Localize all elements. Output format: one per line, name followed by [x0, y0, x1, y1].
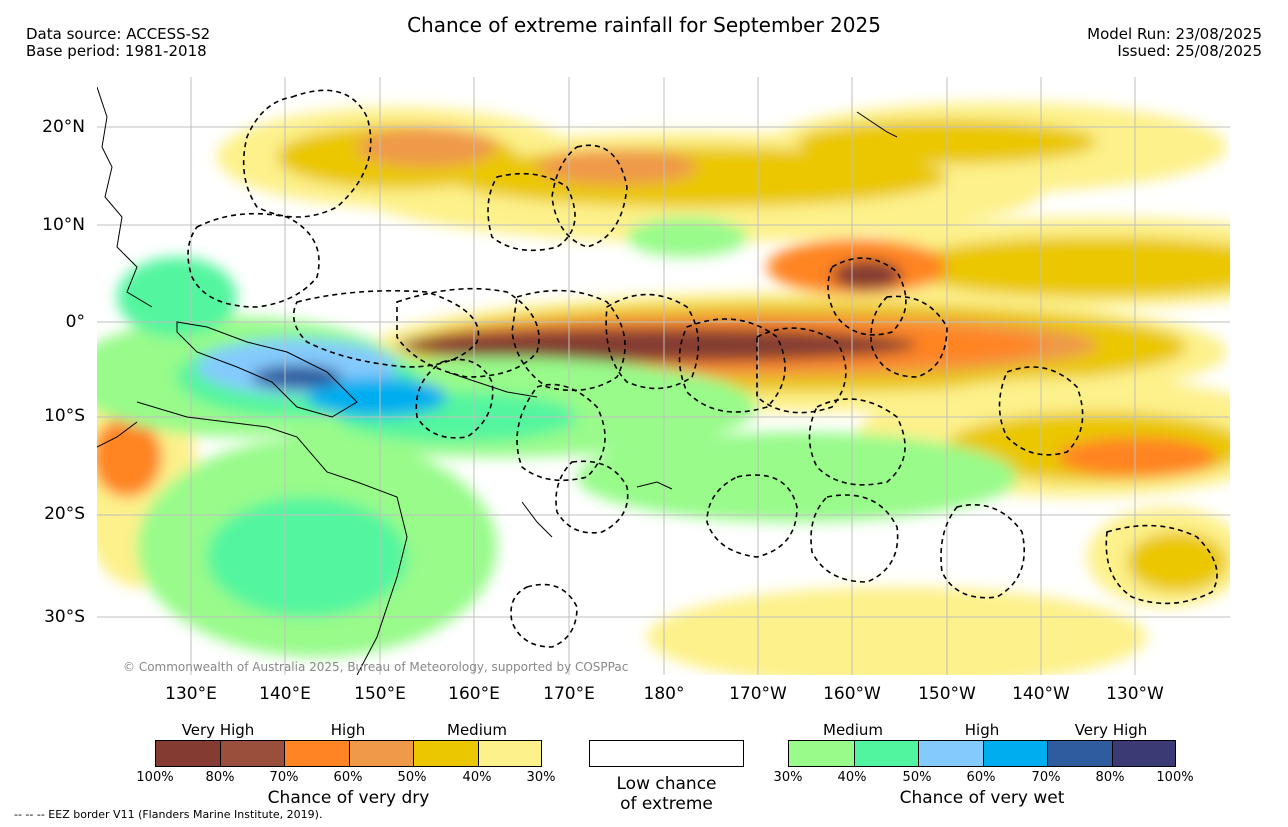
- lon-label-130w: 130°W: [1106, 684, 1164, 704]
- wet-swatch-3: [918, 741, 983, 766]
- dry-tick-30: 30%: [526, 770, 556, 785]
- wet-tick-30: 30%: [773, 770, 803, 785]
- lon-label-140e: 140°E: [259, 684, 311, 704]
- dry-tick-50: 50%: [397, 770, 427, 785]
- low-chance-caption: Low chance of extreme: [589, 774, 744, 814]
- lon-label-170w: 170°W: [729, 684, 787, 704]
- wet-tick-50: 50%: [902, 770, 932, 785]
- dry-tick-40: 40%: [462, 770, 492, 785]
- dry-swatch-5: [413, 741, 478, 766]
- lat-label-10n: 10°N: [42, 215, 85, 235]
- source-info: Data source: ACCESS-S2 Base period: 1981…: [26, 26, 210, 60]
- lon-label-170e: 170°E: [543, 684, 595, 704]
- lat-label-10s: 10°S: [44, 406, 85, 426]
- dry-header-medium: Medium: [447, 721, 507, 739]
- low-chance-line1: Low chance: [616, 774, 717, 794]
- dry-header-very-high: Very High: [181, 721, 255, 739]
- lat-label-20s: 20°S: [44, 504, 85, 524]
- dry-header-high: High: [330, 721, 366, 739]
- model-run: Model Run: 23/08/2025: [1087, 25, 1262, 43]
- wet-tick-60: 60%: [966, 770, 996, 785]
- dry-swatch-2: [220, 741, 284, 766]
- lon-label-150e: 150°E: [354, 684, 406, 704]
- data-source: Data source: ACCESS-S2: [26, 25, 211, 43]
- wet-tick-100: 100%: [1156, 770, 1194, 785]
- dry-swatch-1: [156, 741, 220, 766]
- dry-swatch-6: [478, 741, 541, 766]
- lon-label-180: 180°: [643, 684, 685, 704]
- wet-swatch-2: [854, 741, 918, 766]
- low-chance-line2: of extreme: [620, 794, 713, 814]
- map-title: Chance of extreme rainfall for September…: [407, 13, 881, 37]
- wet-header-medium: Medium: [823, 721, 883, 739]
- wet-swatch-1: [789, 741, 854, 766]
- map-credit: © Commonwealth of Australia 2025, Bureau…: [123, 660, 629, 674]
- dry-tick-80: 80%: [205, 770, 235, 785]
- eez-borders: [187, 89, 1218, 648]
- dry-anomaly-north: [217, 102, 1227, 242]
- lon-label-160w: 160°W: [823, 684, 881, 704]
- wet-caption: Chance of very wet: [899, 788, 1065, 808]
- lon-label-140w: 140°W: [1012, 684, 1070, 704]
- lat-label-0: 0°: [65, 312, 85, 332]
- wet-tick-80: 80%: [1095, 770, 1125, 785]
- dry-tick-70: 70%: [269, 770, 299, 785]
- wet-header-very-high: Very High: [1074, 721, 1148, 739]
- graticule: [97, 77, 1230, 675]
- rainfall-map: [97, 77, 1230, 675]
- dry-tick-60: 60%: [333, 770, 363, 785]
- lon-label-150w: 150°W: [918, 684, 976, 704]
- wet-tick-40: 40%: [837, 770, 867, 785]
- dry-swatch-4: [349, 741, 413, 766]
- run-info: Model Run: 23/08/2025 Issued: 25/08/2025: [1087, 26, 1262, 60]
- wet-header-high: High: [964, 721, 1000, 739]
- eez-footnote: -- -- -- EEZ border V11 (Flanders Marine…: [14, 808, 323, 821]
- lon-label-160e: 160°E: [448, 684, 500, 704]
- wet-swatch-6: [1112, 741, 1175, 766]
- issued-date: Issued: 25/08/2025: [1117, 42, 1262, 60]
- lat-label-20n: 20°N: [42, 117, 85, 137]
- dry-caption: Chance of very dry: [267, 788, 430, 808]
- dry-tick-100: 100%: [136, 770, 174, 785]
- dry-swatch-3: [284, 741, 349, 766]
- coastlines: [97, 86, 898, 675]
- dry-colorbar: [155, 740, 542, 767]
- base-period: Base period: 1981-2018: [26, 42, 207, 60]
- wet-colorbar: [788, 740, 1176, 767]
- wet-tick-70: 70%: [1031, 770, 1061, 785]
- wet-swatch-4: [983, 741, 1047, 766]
- lat-label-30s: 30°S: [44, 607, 85, 627]
- low-chance-swatch: [589, 740, 744, 767]
- wet-swatch-5: [1047, 741, 1112, 766]
- lon-label-130e: 130°E: [165, 684, 217, 704]
